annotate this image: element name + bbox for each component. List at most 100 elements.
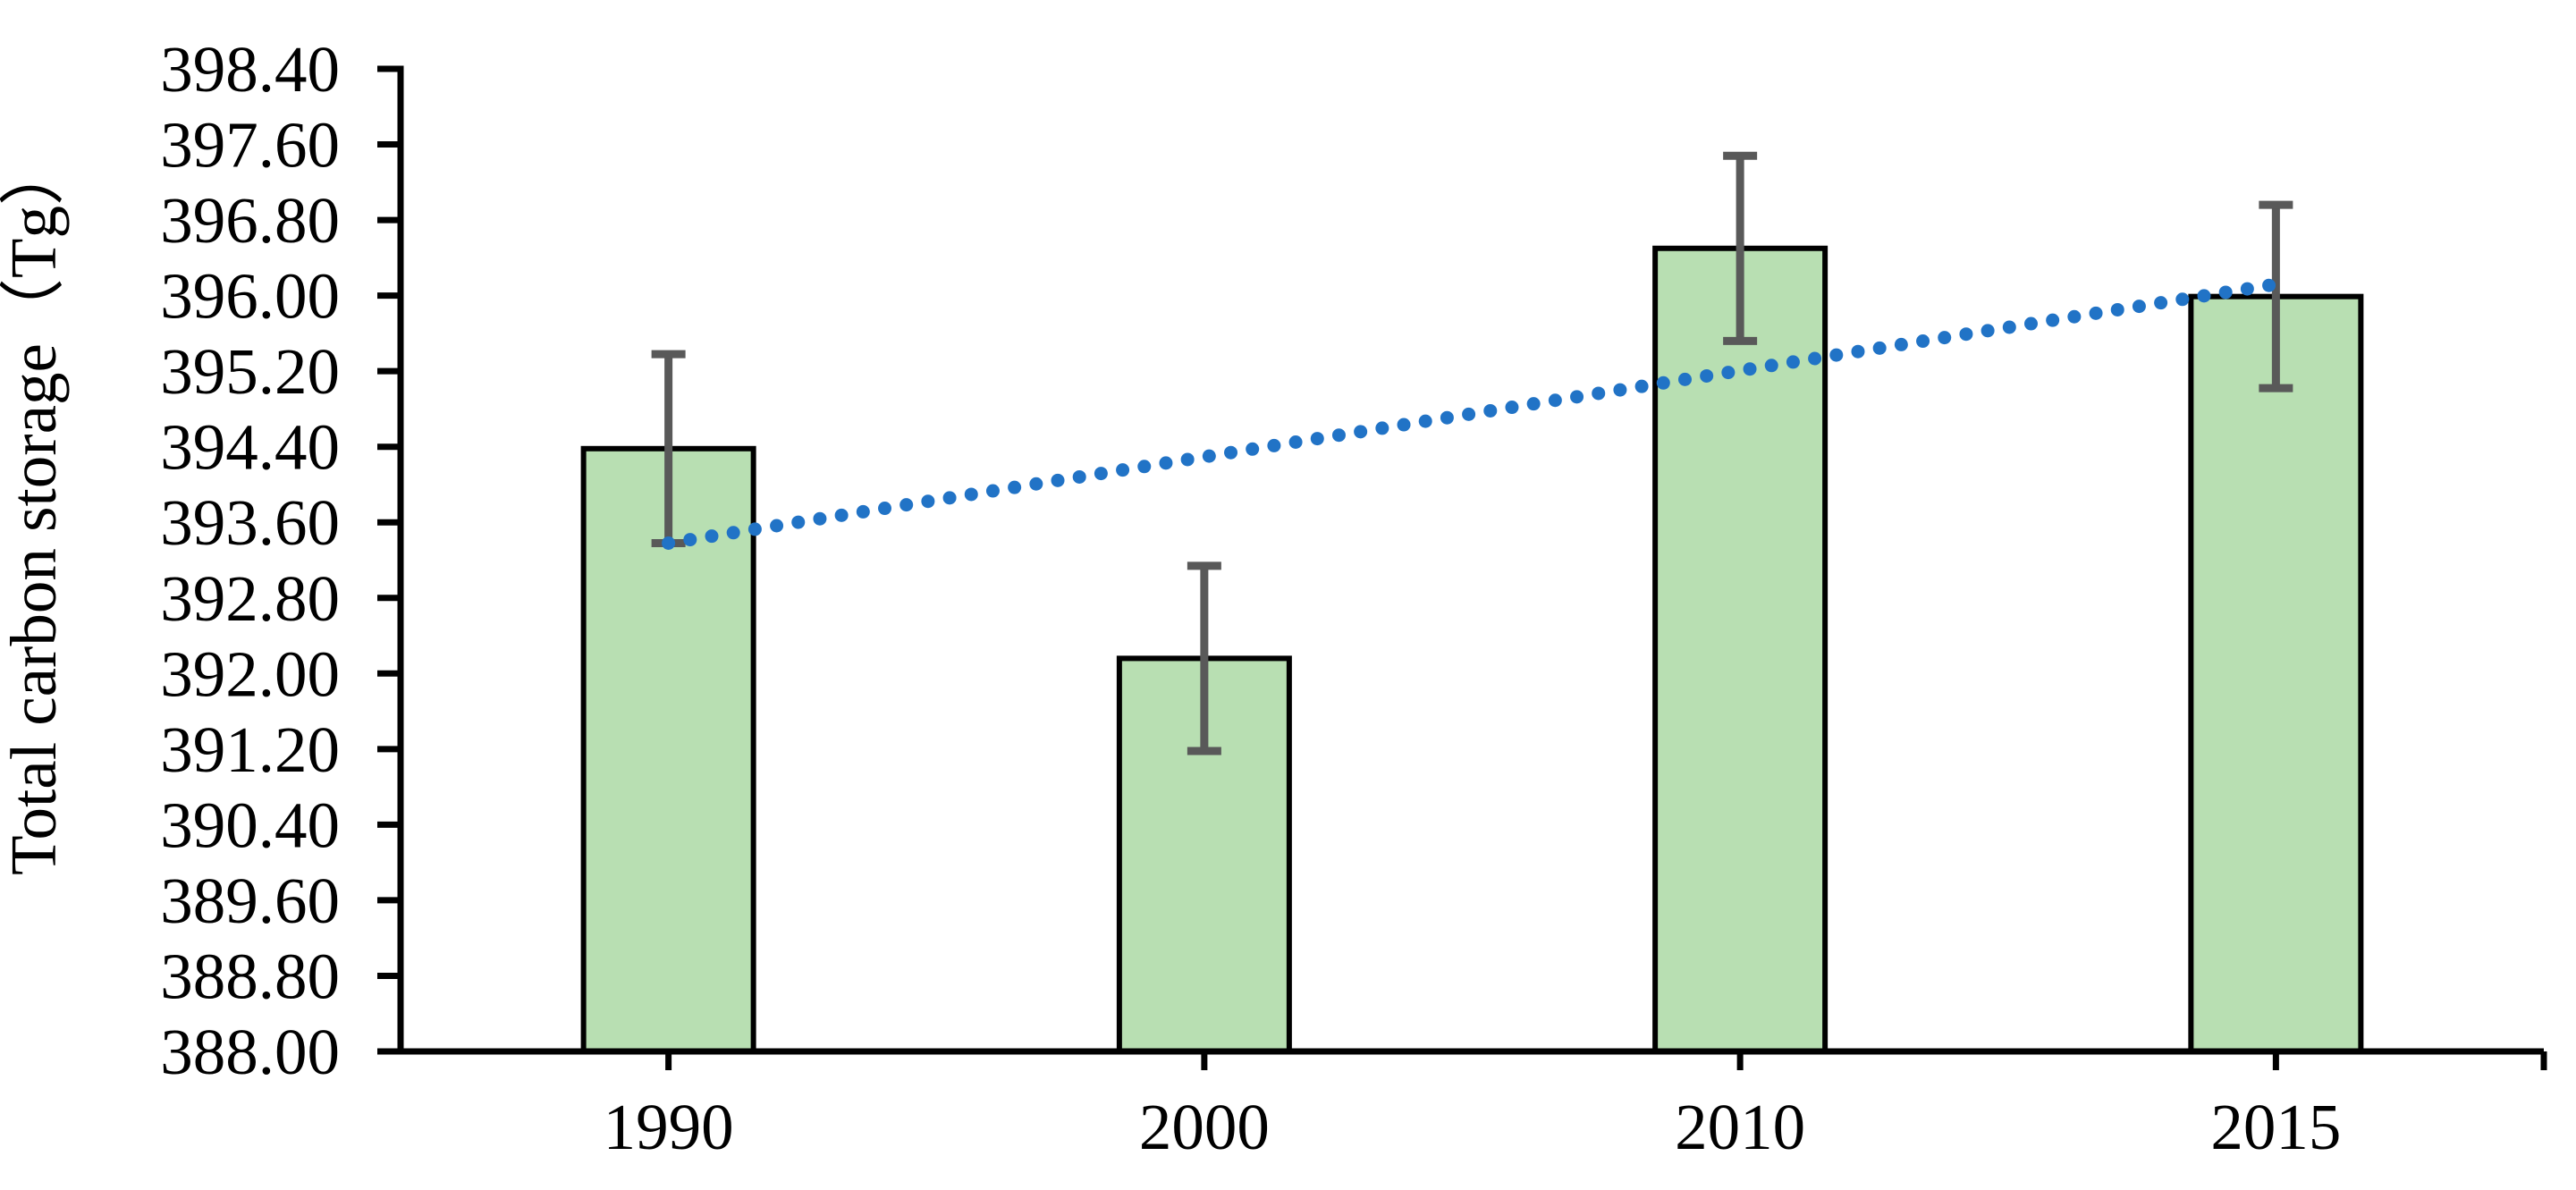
- y-tick-label: 392.80: [160, 562, 340, 635]
- bars-layer: [580, 245, 2364, 1055]
- y-tick-label: 393.60: [160, 486, 340, 559]
- trendline-dot: [1592, 386, 1606, 401]
- x-tick-label: 2010: [1675, 1091, 1805, 1163]
- trendline-dot: [1656, 376, 1670, 390]
- trendline-dot: [791, 515, 806, 529]
- y-tick-label: 397.60: [160, 109, 340, 181]
- trendline-dot: [2023, 316, 2038, 331]
- trendline-dot: [1808, 351, 1822, 366]
- trendline-dot: [1505, 401, 1519, 415]
- trendline-dot: [878, 502, 892, 516]
- trendline-dot: [813, 511, 827, 526]
- y-tick-label: 394.40: [160, 411, 340, 484]
- trendline-dot: [1375, 421, 1389, 435]
- y-tick-label: 388.00: [160, 1016, 340, 1088]
- trendline-dot: [1526, 397, 1541, 411]
- trendline-dot: [2132, 300, 2146, 314]
- labels-layer: 398.40397.60396.80396.00395.20394.40393.…: [160, 33, 2341, 1163]
- trendline-dot: [1743, 362, 1757, 376]
- error-bar-2000: [1187, 561, 1221, 755]
- trendline-dot: [2067, 309, 2082, 324]
- y-tick-label: 389.60: [160, 865, 340, 937]
- trendline-dot: [1224, 445, 1238, 460]
- y-tick-label: 395.20: [160, 335, 340, 408]
- trendline-dot: [2089, 306, 2103, 320]
- y-axis-title: Total carbon storage（Tg）: [0, 140, 70, 875]
- trendline-dot: [2262, 278, 2276, 292]
- error-bar-2015: [2259, 200, 2293, 392]
- trendline-dot: [1246, 442, 1260, 456]
- trendline-dot: [2046, 313, 2060, 327]
- x-tick-label: 2015: [2210, 1091, 2341, 1163]
- trendline-dot: [942, 491, 957, 505]
- error-bars-layer: [651, 151, 2293, 755]
- trendline-dot: [1310, 432, 1324, 446]
- trendline-dot: [1700, 368, 1714, 383]
- trendline-dot: [2197, 289, 2211, 303]
- trendline-dot: [2218, 285, 2233, 300]
- y-tick-label: 391.20: [160, 713, 340, 786]
- y-tick-label: 392.00: [160, 637, 340, 710]
- trendline-dot: [1829, 348, 1844, 362]
- error-bar-2010: [1723, 151, 1758, 345]
- bar-2015: [2188, 293, 2364, 1054]
- trendline-dot: [1613, 383, 1627, 397]
- trendline-dot: [1137, 460, 1152, 474]
- trendline-dot: [1288, 435, 1303, 450]
- trendline-dot: [1029, 477, 1043, 491]
- trendline-dot: [1159, 456, 1173, 470]
- x-tick-label: 2000: [1139, 1091, 1270, 1163]
- trendline-dot: [1851, 344, 1865, 359]
- trendline-dot: [1938, 331, 1952, 345]
- trendline-dot: [1916, 334, 1930, 349]
- y-tick-label: 388.80: [160, 940, 340, 1012]
- trendline-dot: [1180, 452, 1195, 467]
- trendline-dot: [1202, 449, 1216, 463]
- trendline-dot: [2154, 296, 2168, 310]
- trendline-dot: [1418, 414, 1432, 428]
- trendline-dot: [1764, 359, 1778, 373]
- trendline-dot: [1677, 372, 1692, 386]
- y-tick-label: 398.40: [160, 33, 340, 105]
- y-tick-label: 390.40: [160, 789, 340, 861]
- trendline-dot: [1116, 463, 1130, 477]
- trendline-dot: [1981, 324, 1995, 338]
- axes-layer: [377, 65, 2547, 1070]
- trendline-dot: [834, 508, 849, 522]
- trendline-dot: [1072, 469, 1086, 484]
- trendline-dot: [1721, 366, 1736, 380]
- trendline-dot: [1462, 407, 1476, 421]
- trendline-dot: [1570, 390, 1584, 404]
- trendline-dot: [985, 484, 1000, 498]
- x-tick-label: 1990: [604, 1091, 734, 1163]
- trendline-dot: [1872, 341, 1887, 355]
- trendline-dot: [1051, 473, 1065, 487]
- trendline-layer: [662, 278, 2276, 550]
- trendline-dot: [662, 536, 676, 550]
- trendline-dot: [1094, 467, 1108, 481]
- trendline-dot: [747, 522, 762, 536]
- trendline-dot: [1267, 438, 1281, 452]
- y-tick-label: 396.80: [160, 184, 340, 257]
- trendline-dot: [1634, 379, 1649, 393]
- trendline-dot: [2240, 282, 2254, 296]
- trendline-dot: [921, 494, 935, 509]
- trendline-dot: [705, 529, 719, 544]
- trendline-dot: [726, 526, 740, 540]
- trendline-dot: [856, 504, 870, 519]
- trendline-dot: [1959, 327, 1973, 342]
- trendline-dot: [2110, 302, 2124, 316]
- trendline-dot: [1008, 480, 1022, 494]
- trendline-dot: [1397, 418, 1411, 432]
- trendline-dot: [1548, 393, 1562, 408]
- bar-2010: [1652, 245, 1829, 1054]
- trendline-dot: [1354, 425, 1368, 439]
- trendline-dot: [1483, 403, 1498, 418]
- trendline-dot: [2175, 292, 2190, 307]
- trendline-dot: [1331, 428, 1346, 443]
- trendline-dot: [899, 498, 914, 512]
- trendline-dot: [1894, 337, 1908, 351]
- trendline-dot: [770, 519, 784, 533]
